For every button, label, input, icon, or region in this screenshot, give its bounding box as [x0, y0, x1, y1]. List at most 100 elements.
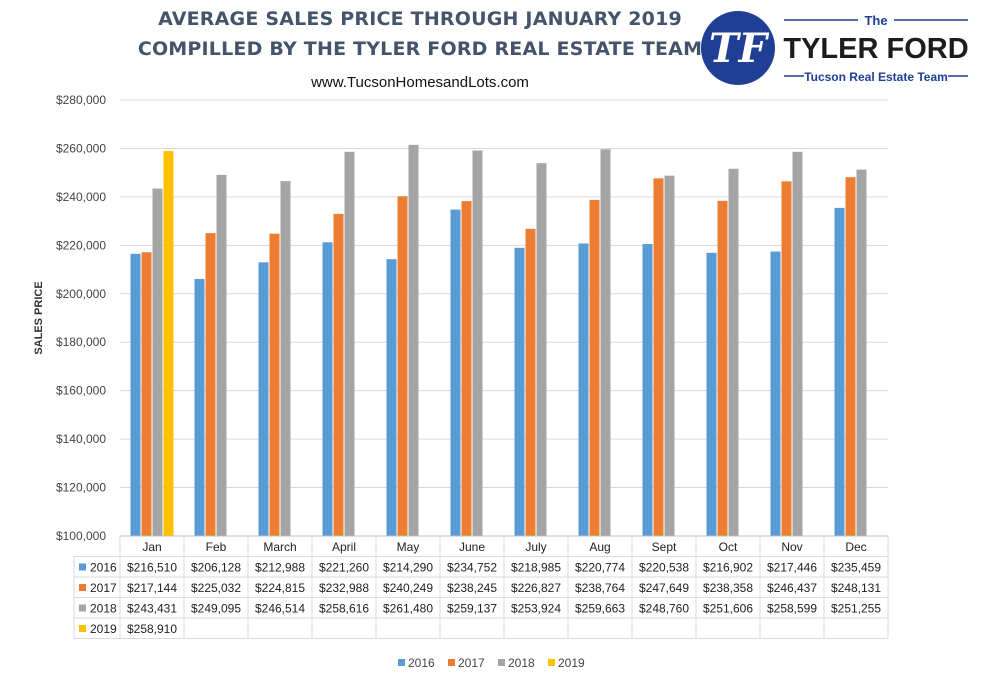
- bar-2017-may: [397, 196, 408, 536]
- table-series-swatch: [79, 584, 86, 591]
- bar-2018-jan: [152, 188, 163, 536]
- y-tick-label: $200,000: [56, 287, 106, 301]
- data-label: $214,290: [383, 561, 433, 575]
- data-label: $216,510: [127, 561, 177, 575]
- bar-2017-march: [269, 233, 280, 536]
- website-link[interactable]: www.TucsonHomesandLots.com: [311, 74, 529, 91]
- y-axis-label: SALES PRICE: [33, 281, 45, 354]
- x-tick-label: June: [459, 540, 485, 554]
- y-tick-label: $100,000: [56, 529, 106, 543]
- x-tick-label: Sept: [652, 540, 677, 554]
- logo-tagline: Tucson Real Estate Team: [804, 70, 948, 84]
- data-label: $246,437: [767, 581, 817, 595]
- bar-2016-nov: [770, 251, 781, 536]
- table-series-swatch: [79, 604, 86, 612]
- data-label: $221,260: [319, 561, 369, 575]
- bar-2018-aug: [600, 149, 611, 536]
- legend-swatch: [448, 659, 455, 666]
- bar-2018-sept: [664, 175, 675, 536]
- data-label: $240,249: [383, 581, 433, 595]
- legend-swatch: [498, 659, 505, 666]
- data-label: $238,358: [703, 581, 753, 595]
- table-series-swatch: [79, 625, 86, 632]
- bar-2018-april: [344, 151, 355, 536]
- data-label: $258,910: [127, 622, 177, 636]
- bar-2016-march: [258, 262, 269, 536]
- bar-2016-sept: [642, 244, 653, 536]
- bar-2017-jan: [141, 252, 152, 536]
- logo-name: TYLER FORD: [783, 33, 968, 65]
- bar-2016-feb: [194, 278, 205, 536]
- data-label: $224,815: [255, 581, 305, 595]
- bar-2016-july: [514, 247, 525, 537]
- data-label: $235,459: [831, 561, 881, 575]
- chart-title-line2: COMPILLED BY THE TYLER FORD REAL ESTATE …: [137, 38, 703, 60]
- data-label: $247,649: [639, 581, 689, 595]
- y-tick-label: $260,000: [56, 141, 106, 155]
- x-tick-label: April: [332, 540, 356, 554]
- bar-2016-aug: [578, 243, 589, 536]
- bar-2016-jan: [130, 253, 141, 536]
- data-label: $217,144: [127, 581, 177, 595]
- bar-2017-july: [525, 228, 536, 537]
- data-label: $259,663: [575, 602, 625, 616]
- data-label: $243,431: [127, 602, 177, 616]
- data-label: $258,616: [319, 602, 369, 616]
- data-label: $220,538: [639, 561, 689, 575]
- x-tick-label: March: [263, 540, 296, 554]
- table-series-name: 2016: [90, 561, 117, 575]
- bar-2017-april: [333, 213, 344, 536]
- y-tick-label: $120,000: [56, 481, 106, 495]
- x-tick-label: Nov: [781, 540, 802, 554]
- logo-circle: [701, 11, 775, 85]
- bar-2017-aug: [589, 199, 600, 536]
- y-tick-label: $240,000: [56, 190, 106, 204]
- data-label: $217,446: [767, 561, 817, 575]
- bar-2017-nov: [781, 181, 792, 536]
- bar-2018-feb: [216, 174, 227, 537]
- data-label: $253,924: [511, 602, 561, 616]
- tyler-ford-logo: TF The TYLER FORD Tucson Real Estate Tea…: [701, 11, 969, 85]
- bar-2017-june: [461, 201, 472, 536]
- table-series-swatch: [79, 563, 86, 571]
- x-tick-label: July: [525, 540, 546, 554]
- bar-2016-june: [450, 209, 461, 536]
- data-label: $226,827: [511, 581, 561, 595]
- data-label: $251,255: [831, 602, 881, 616]
- y-tick-label: $160,000: [56, 384, 106, 398]
- bar-2017-sept: [653, 178, 664, 536]
- bar-2018-oct: [728, 168, 739, 536]
- data-label: $238,245: [447, 581, 497, 595]
- table-series-name: 2017: [90, 581, 117, 595]
- x-tick-label: Dec: [845, 540, 866, 554]
- data-label: $259,137: [447, 602, 497, 616]
- y-tick-label: $180,000: [56, 335, 106, 349]
- x-tick-label: Aug: [589, 540, 610, 554]
- legend-label: 2018: [508, 656, 535, 670]
- data-label: $218,985: [511, 561, 561, 575]
- data-label: $251,606: [703, 602, 753, 616]
- data-label: $248,760: [639, 602, 689, 616]
- x-tick-label: May: [397, 540, 420, 554]
- data-label: $258,599: [767, 602, 817, 616]
- legend-label: 2017: [458, 656, 485, 670]
- logo-the: The: [864, 13, 887, 28]
- legend-label: 2016: [408, 656, 435, 670]
- y-tick-label: $220,000: [56, 238, 106, 252]
- bar-2017-oct: [717, 200, 728, 536]
- data-label: $249,095: [191, 602, 241, 616]
- y-tick-label: $280,000: [56, 93, 106, 107]
- bar-2018-nov: [792, 151, 803, 536]
- bar-2016-oct: [706, 252, 717, 536]
- legend-swatch: [398, 659, 405, 666]
- data-label: $225,032: [191, 581, 241, 595]
- bars: [130, 144, 867, 537]
- data-label: $212,988: [255, 561, 305, 575]
- bar-2017-dec: [845, 177, 856, 537]
- chart-title-line1: AVERAGE SALES PRICE THROUGH JANUARY 2019: [158, 8, 682, 30]
- data-label: $234,752: [447, 561, 497, 575]
- bar-2018-may: [408, 144, 419, 536]
- x-tick-label: Jan: [142, 540, 161, 554]
- y-tick-label: $140,000: [56, 432, 106, 446]
